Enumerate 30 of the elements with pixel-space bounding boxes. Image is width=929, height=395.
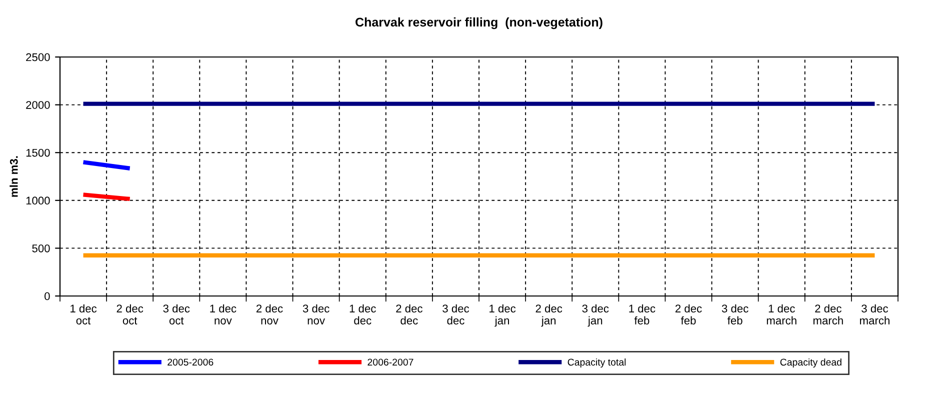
y-tick-label: 1500 xyxy=(26,148,50,157)
x-tick-label: 1 dec dec xyxy=(350,304,376,324)
legend-label: 2005-2006 xyxy=(168,358,214,366)
y-tick-label: 1000 xyxy=(26,196,50,205)
x-tick-label: 2 dec jan xyxy=(536,304,562,327)
y-axis-title: mln m3. xyxy=(10,156,18,197)
legend-label: Capacity dead xyxy=(780,358,842,368)
x-tick-label: 3 dec jan xyxy=(582,304,609,327)
x-tick-label: 2 dec oct xyxy=(116,304,144,324)
y-tick-label: 2000 xyxy=(26,101,50,109)
x-tick-label: 2 dec feb xyxy=(675,304,702,324)
x-tick-label: 3 dec nov xyxy=(302,304,330,324)
x-tick-label: 2 dec nov xyxy=(256,304,283,324)
x-tick-label: 3 dec march xyxy=(860,304,890,324)
chart-title: Charvak reservoir filling (non-vegetation) xyxy=(356,17,602,30)
y-tick-label: 0 xyxy=(44,292,50,300)
x-tick-label: 1 dec nov xyxy=(210,304,236,324)
y-tick-label: 2500 xyxy=(26,53,50,62)
x-tick-label: 1 dec feb xyxy=(629,304,656,324)
x-tick-label: 1 dec oct xyxy=(70,304,97,324)
y-tick-label: 500 xyxy=(32,244,50,252)
x-tick-label: 1 dec jan xyxy=(490,304,516,327)
x-tick-label: 1 dec march xyxy=(766,304,796,324)
x-tick-label: 3 dec dec xyxy=(442,304,470,324)
x-tick-label: 2 dec dec xyxy=(396,304,422,324)
legend-label: Capacity total xyxy=(568,358,626,368)
x-tick-label: 2 dec march xyxy=(813,304,843,324)
x-tick-label: 3 dec feb xyxy=(722,304,748,324)
legend-label: 2006-2007 xyxy=(368,358,414,366)
x-tick-label: 3 dec oct xyxy=(163,304,190,324)
